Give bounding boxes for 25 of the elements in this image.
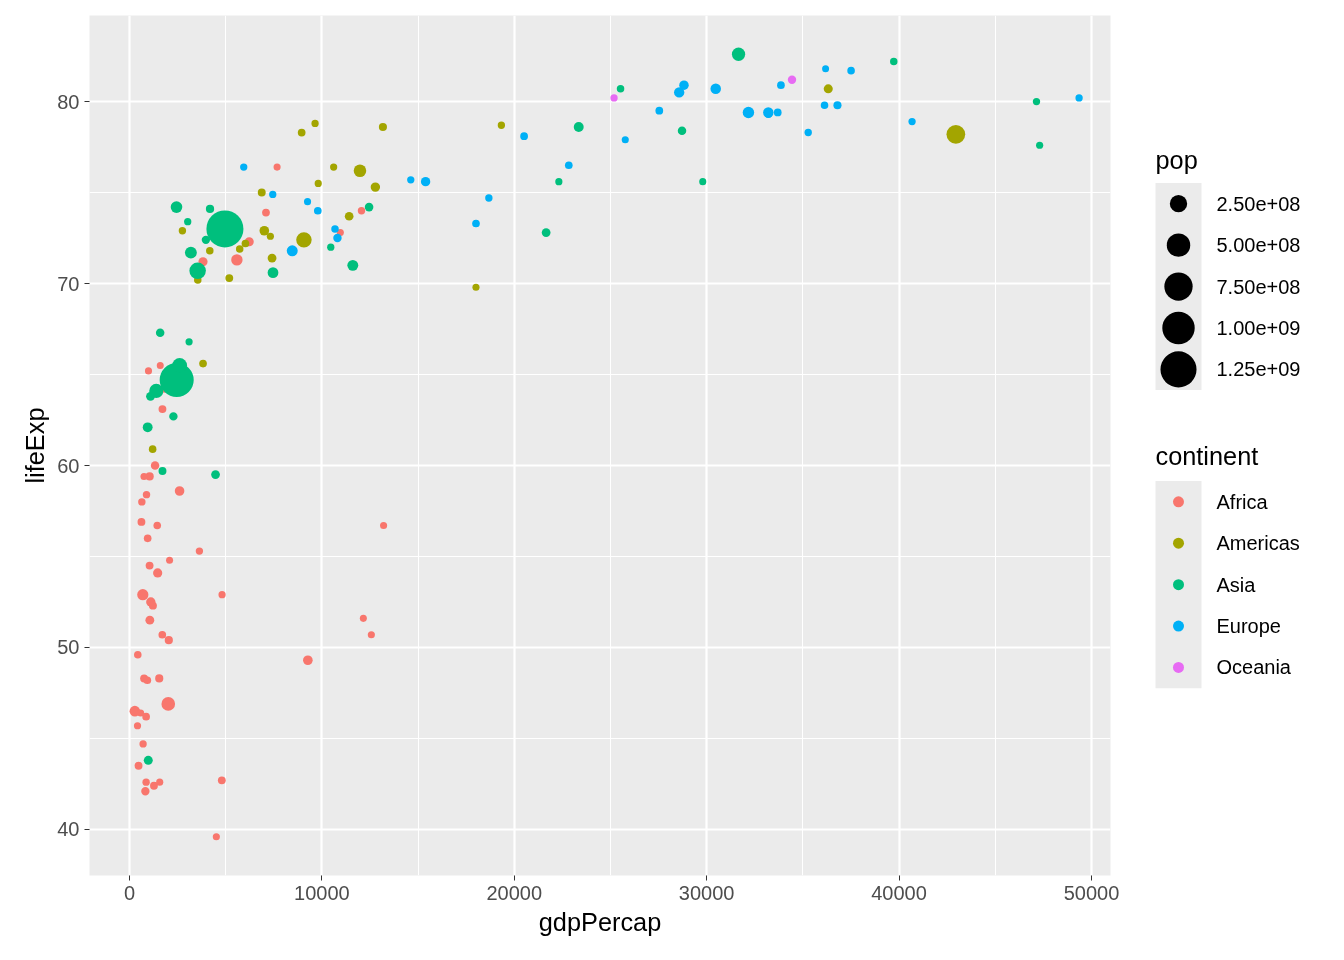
legend-label: 1.25e+09	[1216, 358, 1301, 381]
legend-label: Asia	[1216, 573, 1257, 596]
text: pop	[1155, 145, 1198, 174]
x-tick-label: 20000	[486, 881, 543, 904]
legend-label: 5.00e+08	[1216, 234, 1301, 257]
legend-label: Americas	[1216, 532, 1300, 555]
x-axis-title: gdpPercap	[538, 907, 662, 936]
x-tick-label: 10000	[294, 881, 350, 904]
y-tick-label: 50	[57, 636, 80, 659]
y-axis-title: lifeExp	[21, 407, 50, 484]
legend-label: Europe	[1216, 615, 1281, 638]
x-tick-label: 50000	[1063, 881, 1120, 904]
y-tick-label: 40	[57, 818, 80, 841]
y-tick-label: 70	[57, 272, 80, 295]
legend-label: 2.50e+08	[1216, 192, 1301, 215]
legend-label: Oceania	[1216, 656, 1292, 679]
y-tick-label: 80	[57, 90, 80, 113]
x-tick-label: 0	[123, 881, 136, 904]
legend-label: Africa	[1216, 490, 1269, 513]
legend-title: continent	[1155, 441, 1259, 470]
legend-label: 1.00e+09	[1216, 316, 1301, 339]
x-tick-label: 30000	[678, 881, 735, 904]
legend-label: 7.50e+08	[1216, 275, 1301, 298]
y-tick-label: 60	[57, 454, 80, 477]
x-tick-label: 40000	[871, 881, 927, 904]
